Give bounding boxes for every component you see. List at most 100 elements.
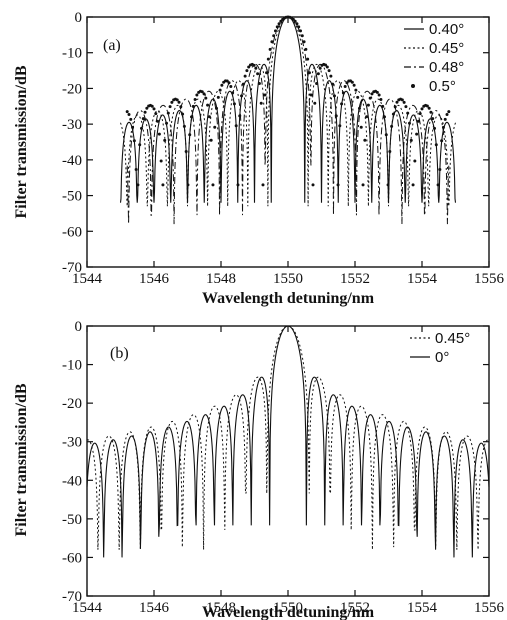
point-a-3-57	[227, 81, 231, 85]
y-tick-label-b-4: -40	[62, 473, 82, 489]
point-a-3-104	[311, 183, 315, 187]
point-a-3-44	[204, 96, 208, 100]
point-a-3-19	[159, 159, 163, 163]
legend-a: 0.40° 0.45° 0.48° 0.5°	[404, 21, 464, 95]
point-a-3-176	[440, 139, 444, 143]
point-a-3-149	[391, 112, 395, 116]
x-tick-label-a-0: 1544	[72, 271, 103, 287]
point-a-3-61	[234, 124, 238, 128]
series-group-b	[86, 325, 490, 558]
point-a-3-51	[216, 95, 220, 99]
series-a-3	[125, 15, 451, 187]
point-a-3-136	[368, 96, 372, 100]
y-tick-label-a-3: -30	[62, 117, 82, 133]
point-a-3-132	[361, 183, 365, 187]
point-a-3-42	[200, 90, 204, 94]
legend-label-b-0: 0.45°	[435, 330, 470, 347]
point-a-3-86	[279, 19, 283, 23]
point-a-3-10	[143, 110, 147, 114]
x-tick-label-b-1: 1546	[139, 600, 170, 616]
series-a-1	[120, 16, 456, 207]
point-a-3-80	[268, 47, 272, 51]
point-a-3-50	[215, 106, 219, 110]
point-a-3-180	[447, 110, 451, 114]
point-a-3-97	[299, 29, 303, 33]
series-a-0	[119, 16, 457, 203]
legend-label-a-1: 0.45°	[429, 40, 464, 57]
point-a-3-46	[207, 115, 211, 119]
point-a-3-122	[343, 84, 347, 88]
point-a-3-15	[152, 107, 156, 111]
point-a-3-62	[236, 183, 240, 187]
point-a-3-150	[393, 105, 397, 109]
point-a-3-96	[297, 25, 301, 29]
chart-panel-b: (b) Wavelength detuning/nm Filter transm…	[13, 319, 505, 620]
point-a-3-23	[166, 111, 170, 115]
point-a-3-25	[170, 100, 174, 104]
point-a-3-8	[139, 126, 143, 130]
point-a-3-45	[206, 103, 210, 107]
point-a-3-59	[231, 91, 235, 95]
point-a-3-113	[327, 69, 331, 73]
point-a-3-37	[191, 104, 195, 108]
legend-label-a-0: 0.40°	[429, 21, 464, 38]
point-a-3-118	[336, 183, 340, 187]
point-a-3-174	[436, 183, 440, 187]
point-a-3-18	[157, 132, 161, 136]
legend-b: 0.45° 0°	[410, 330, 470, 366]
point-a-3-79	[266, 57, 270, 61]
point-a-3-67	[245, 69, 249, 73]
x-tick-label-b-6: 1556	[474, 600, 505, 616]
x-tick-label-a-6: 1556	[474, 271, 505, 287]
point-a-3-154	[400, 98, 404, 102]
point-a-3-14	[150, 104, 154, 108]
y-tick-label-a-1: -10	[62, 46, 82, 62]
point-a-3-32	[182, 124, 186, 128]
point-a-3-77	[263, 93, 267, 97]
point-a-3-47	[209, 138, 213, 142]
x-tick-label-a-5: 1554	[407, 271, 438, 287]
point-a-3-94	[293, 19, 297, 23]
point-a-3-22	[165, 121, 169, 125]
point-a-3-52	[218, 88, 222, 92]
point-a-3-106	[315, 81, 319, 85]
point-a-3-6	[136, 183, 140, 187]
point-a-3-20	[161, 183, 165, 187]
y-tick-label-b-5: -50	[62, 512, 82, 528]
point-a-3-155	[402, 100, 406, 104]
point-a-3-68	[247, 65, 251, 69]
y-tick-label-a-2: -20	[62, 81, 82, 97]
point-a-3-63	[238, 114, 242, 118]
panel-label-a: (a)	[103, 37, 121, 54]
point-a-3-108	[318, 66, 322, 70]
point-a-3-115	[331, 82, 335, 86]
y-tick-label-b-6: -60	[62, 550, 82, 566]
point-a-3-1	[127, 112, 131, 116]
point-a-3-21	[163, 138, 167, 142]
point-a-3-99	[302, 40, 306, 44]
point-a-3-165	[420, 107, 424, 111]
point-a-3-64	[240, 94, 244, 98]
point-a-3-35	[188, 133, 192, 137]
y-tick-label-a-0: 0	[75, 10, 83, 26]
point-a-3-65	[241, 82, 245, 86]
point-a-3-126	[350, 80, 354, 84]
point-a-3-134	[365, 115, 369, 119]
point-a-3-48	[211, 183, 215, 187]
x-tick-label-a-3: 1550	[273, 271, 303, 287]
point-a-3-143	[381, 104, 385, 108]
point-a-3-172	[433, 126, 437, 130]
point-a-3-175	[438, 168, 442, 171]
legend-label-a-2: 0.48°	[429, 59, 464, 76]
point-a-3-49	[213, 125, 217, 129]
point-a-3-127	[352, 83, 356, 87]
point-a-3-179	[445, 112, 449, 116]
point-a-3-160	[411, 183, 415, 187]
point-a-3-120	[340, 102, 344, 106]
point-a-3-4	[132, 139, 136, 143]
point-a-3-171	[431, 117, 435, 121]
x-tick-label-a-1: 1546	[139, 271, 170, 287]
point-a-3-30	[179, 105, 183, 109]
point-a-3-119	[338, 124, 342, 128]
